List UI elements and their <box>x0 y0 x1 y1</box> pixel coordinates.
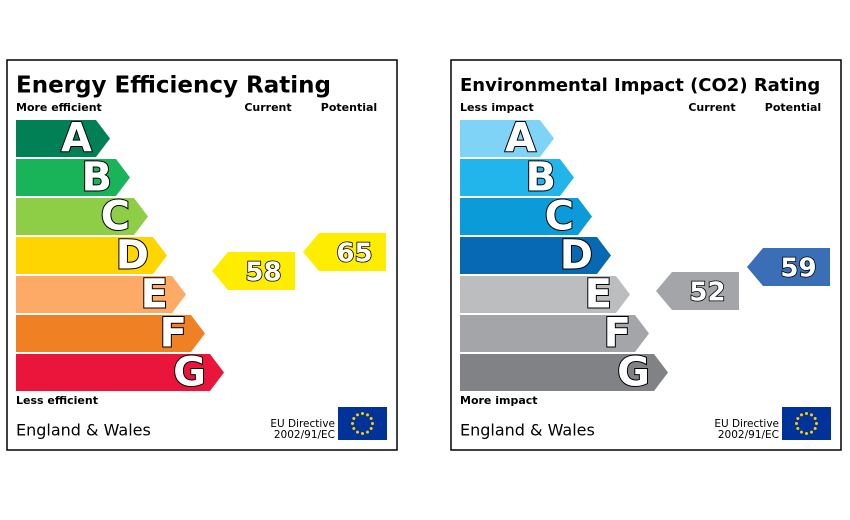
band-arrow <box>460 315 649 352</box>
current-arrow <box>212 252 295 290</box>
current-header: Current <box>244 101 291 114</box>
panel-title: Energy Efficiency Rating <box>16 73 331 99</box>
band-letter: E <box>585 272 612 318</box>
potential-value: 65 <box>336 239 372 269</box>
band-arrow <box>16 315 205 352</box>
band-arrow <box>460 198 592 235</box>
band-letter: A <box>61 116 92 162</box>
band-letter: C <box>101 194 130 240</box>
band-arrow <box>460 237 611 274</box>
band-arrow <box>16 159 130 196</box>
eu-flag <box>782 407 831 440</box>
eu-star <box>795 422 798 425</box>
band-arrow <box>16 276 186 313</box>
potential-arrow <box>303 233 386 271</box>
band-letter: A <box>505 116 536 162</box>
current-header: Current <box>688 101 735 114</box>
eu-star <box>800 413 803 417</box>
band-letter: F <box>604 311 631 357</box>
potential-header: Potential <box>321 101 377 114</box>
rating-panel: Environmental Impact (CO2) Rating Less im… <box>450 59 842 451</box>
eu-star <box>796 417 800 420</box>
eu-star <box>361 432 364 435</box>
band-arrow <box>460 354 668 391</box>
band-arrow <box>460 159 574 196</box>
current-value: 52 <box>689 278 725 308</box>
potential-value: 59 <box>780 254 816 284</box>
eu-star <box>805 432 808 435</box>
directive-line: 2002/91/EC <box>274 429 335 441</box>
eu-star <box>356 430 359 434</box>
eu-star <box>369 427 373 430</box>
band-arrow <box>16 354 224 391</box>
current-arrow <box>656 272 739 310</box>
bottom-label: Less efficient <box>16 394 98 407</box>
top-label: Less impact <box>460 101 534 114</box>
band-letter: F <box>160 311 187 357</box>
eu-star <box>371 422 374 425</box>
eu-star <box>813 427 817 430</box>
directive-line: 2002/91/EC <box>718 429 779 441</box>
band-letter: B <box>526 155 557 201</box>
eu-star <box>813 417 817 420</box>
region: England & Wales <box>460 421 595 440</box>
eu-star <box>369 417 373 420</box>
bottom-label: More impact <box>460 394 538 407</box>
band-arrow <box>460 120 554 157</box>
directive-line: EU Directive <box>270 418 335 430</box>
band-letter: D <box>116 233 149 279</box>
eu-star <box>796 427 800 430</box>
band-letter: D <box>560 233 593 279</box>
eu-star <box>361 412 364 415</box>
band-arrow <box>460 276 630 313</box>
eu-star <box>352 417 356 420</box>
eu-star <box>352 427 356 430</box>
band-letter: G <box>617 350 650 396</box>
eu-flag <box>338 407 387 440</box>
band-arrow <box>16 120 110 157</box>
top-label: More efficient <box>16 101 102 114</box>
potential-header: Potential <box>765 101 821 114</box>
eu-star <box>810 413 813 417</box>
eu-star <box>805 412 808 415</box>
panel-title: Environmental Impact (CO2) Rating <box>460 75 820 96</box>
band-letter: C <box>545 194 574 240</box>
eu-star <box>351 422 354 425</box>
directive-line: EU Directive <box>714 418 779 430</box>
eu-star <box>356 413 359 417</box>
eu-star <box>815 422 818 425</box>
band-arrow <box>16 198 148 235</box>
band-letter: B <box>82 155 113 201</box>
eu-star <box>810 430 813 434</box>
eu-star <box>366 430 369 434</box>
rating-panel: Energy Efficiency Rating More efficient Cu… <box>6 59 398 451</box>
eu-star <box>366 413 369 417</box>
band-arrow <box>16 237 167 274</box>
band-letter: G <box>173 350 206 396</box>
eu-star <box>800 430 803 434</box>
band-letter: E <box>141 272 168 318</box>
current-value: 58 <box>245 258 281 288</box>
potential-arrow <box>747 248 830 286</box>
region: England & Wales <box>16 421 151 440</box>
